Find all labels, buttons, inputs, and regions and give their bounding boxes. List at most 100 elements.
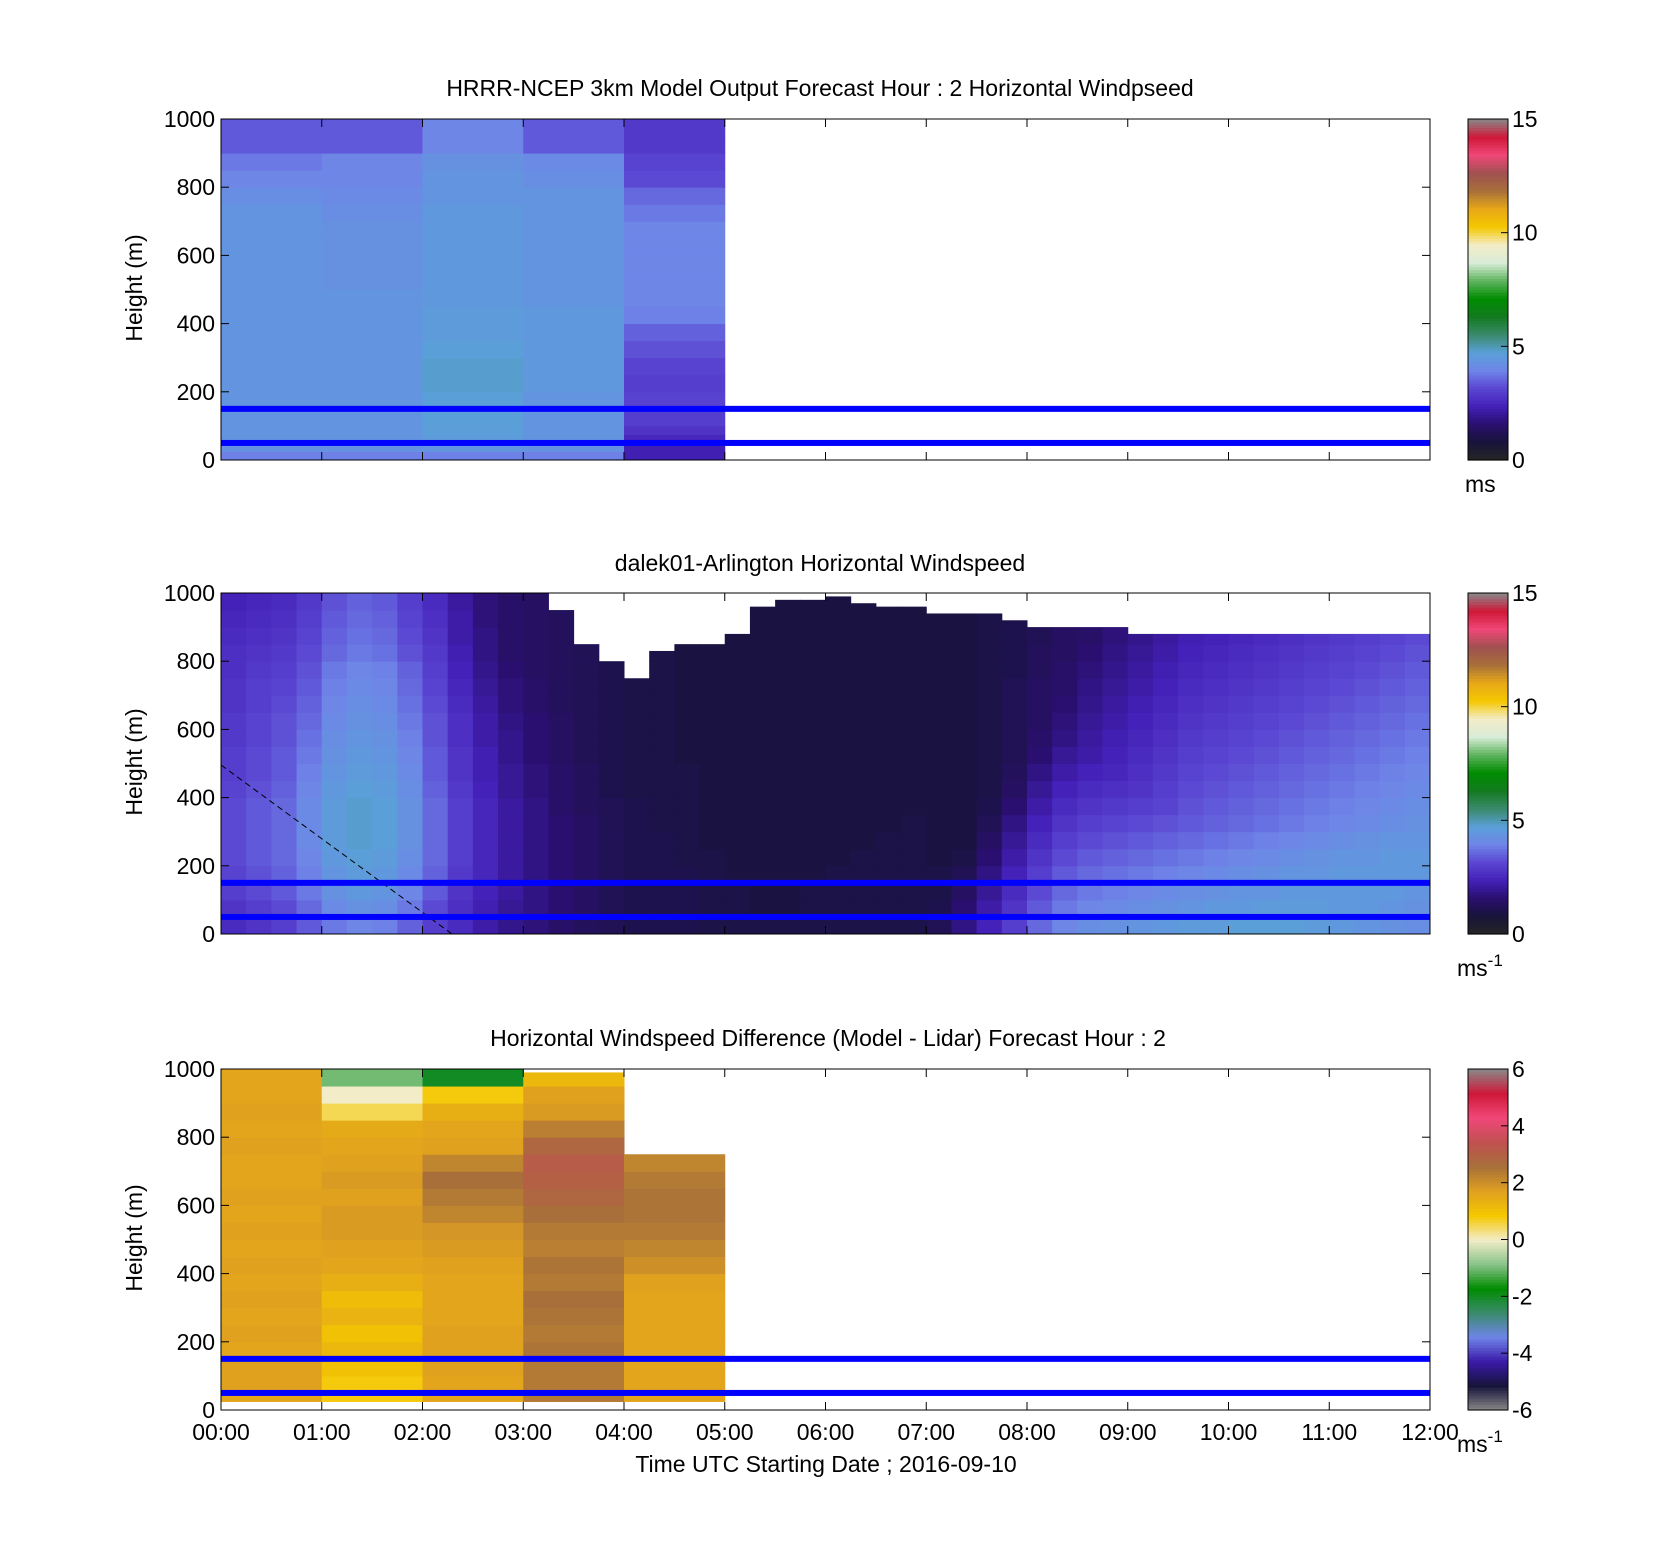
heatmap-cell xyxy=(1152,763,1179,782)
heatmap-cell xyxy=(321,1137,423,1155)
heatmap-cell xyxy=(1001,661,1028,679)
colorbar-swatch xyxy=(1468,735,1508,739)
colorbar-swatch xyxy=(1468,706,1508,711)
heatmap-cell xyxy=(1329,746,1355,764)
panel1-ylabel: Height (m) xyxy=(121,234,147,341)
colorbar-swatch xyxy=(1468,1174,1508,1178)
heatmap-cell xyxy=(926,882,952,901)
heatmap-cell xyxy=(246,848,272,867)
heatmap-cell xyxy=(221,136,323,154)
heatmap-cell xyxy=(246,644,272,662)
heatmap-cell xyxy=(472,593,499,611)
heatmap-cell xyxy=(1253,695,1280,713)
heatmap-cell xyxy=(825,644,852,662)
height-reference-line xyxy=(221,439,1430,446)
colorbar-swatch xyxy=(1468,215,1508,220)
heatmap-cell xyxy=(523,1392,625,1402)
heatmap-cell xyxy=(624,434,726,444)
heatmap-cell xyxy=(296,814,323,833)
heatmap-cell xyxy=(498,916,524,935)
heatmap-cell xyxy=(699,661,726,679)
heatmap-cell xyxy=(1304,865,1330,884)
heatmap-cell xyxy=(422,814,449,833)
heatmap-cell xyxy=(825,729,852,747)
heatmap-cell xyxy=(951,882,978,901)
heatmap-cell xyxy=(598,899,625,918)
heatmap-cell xyxy=(321,1239,423,1258)
heatmap-cell xyxy=(926,678,952,696)
heatmap-cell xyxy=(422,882,449,901)
colorbar-swatch xyxy=(1468,868,1508,873)
heatmap-cell xyxy=(1304,848,1330,867)
colorbar-swatch xyxy=(1468,774,1508,779)
heatmap-cell xyxy=(850,661,877,679)
heatmap-cell xyxy=(472,831,499,850)
panel1-title: HRRR-NCEP 3km Model Output Forecast Hour… xyxy=(446,75,1193,101)
heatmap-cell xyxy=(624,170,726,188)
heatmap-cell xyxy=(397,763,423,782)
heatmap-cell xyxy=(296,763,323,782)
colorbar-swatch xyxy=(1468,760,1508,765)
heatmap-cell xyxy=(296,729,323,747)
colorbar-swatch xyxy=(1468,831,1508,836)
heatmap-cell xyxy=(624,221,726,239)
heatmap-cell xyxy=(221,797,247,816)
heatmap-cell xyxy=(321,434,423,444)
heatmap-cell xyxy=(1304,746,1330,764)
colorbar-swatch xyxy=(1468,618,1508,623)
heatmap-cell xyxy=(397,729,423,747)
heatmap-cell xyxy=(749,712,776,730)
heatmap-cell xyxy=(775,661,801,679)
heatmap-cell xyxy=(598,780,625,799)
heatmap-cell xyxy=(1077,865,1104,884)
heatmap-cell xyxy=(749,865,776,884)
heatmap-cell xyxy=(296,899,323,918)
heatmap-cell xyxy=(951,712,978,730)
colorbar-swatch xyxy=(1468,397,1508,401)
heatmap-cell xyxy=(951,797,978,816)
heatmap-cell xyxy=(523,695,549,713)
heatmap-cell xyxy=(573,678,600,696)
heatmap-cell xyxy=(1329,797,1355,816)
heatmap-cell xyxy=(624,425,726,435)
heatmap-cell xyxy=(321,1154,423,1172)
colorbar-swatch xyxy=(1468,289,1508,293)
heatmap-cell xyxy=(674,831,701,850)
heatmap-cell xyxy=(724,729,751,747)
heatmap-cell xyxy=(221,1375,323,1394)
heatmap-cell xyxy=(1077,695,1104,713)
heatmap-cell xyxy=(422,119,524,137)
colorbar-swatch xyxy=(1468,423,1508,427)
heatmap-cell xyxy=(649,746,675,764)
colorbar-swatch xyxy=(1468,1387,1508,1391)
heatmap-cell xyxy=(221,1222,323,1240)
heatmap-cell xyxy=(346,763,373,782)
heatmap-cell xyxy=(624,272,726,290)
heatmap-cell xyxy=(1001,780,1028,799)
colorbar-swatch xyxy=(1468,1284,1508,1289)
heatmap-cell xyxy=(548,916,575,935)
heatmap-cell xyxy=(775,916,801,935)
colorbar-tick-label: 4 xyxy=(1512,1113,1525,1139)
heatmap-cell xyxy=(221,1086,323,1104)
heatmap-cell xyxy=(221,221,323,239)
colorbar-swatch xyxy=(1468,860,1508,864)
y-tick-label: 200 xyxy=(177,379,215,405)
heatmap-cell xyxy=(271,610,298,628)
heatmap-cell xyxy=(1027,644,1053,662)
heatmap-cell xyxy=(1304,814,1330,833)
colorbar-swatch xyxy=(1468,232,1508,237)
heatmap-cell xyxy=(976,831,1003,850)
heatmap-cell xyxy=(422,1137,524,1155)
heatmap-cell xyxy=(800,763,826,782)
heatmap-cell xyxy=(523,255,625,273)
x-tick-label: 05:00 xyxy=(696,1419,754,1445)
colorbar-swatch xyxy=(1468,865,1508,870)
panel3-title: Horizontal Windspeed Difference (Model -… xyxy=(490,1025,1166,1051)
heatmap-cell xyxy=(246,678,272,696)
heatmap-cell xyxy=(800,865,826,884)
heatmap-cell xyxy=(1329,678,1355,696)
colorbar-frame xyxy=(1467,592,1509,935)
heatmap-cell xyxy=(321,1341,423,1360)
colorbar-swatch xyxy=(1468,380,1508,384)
